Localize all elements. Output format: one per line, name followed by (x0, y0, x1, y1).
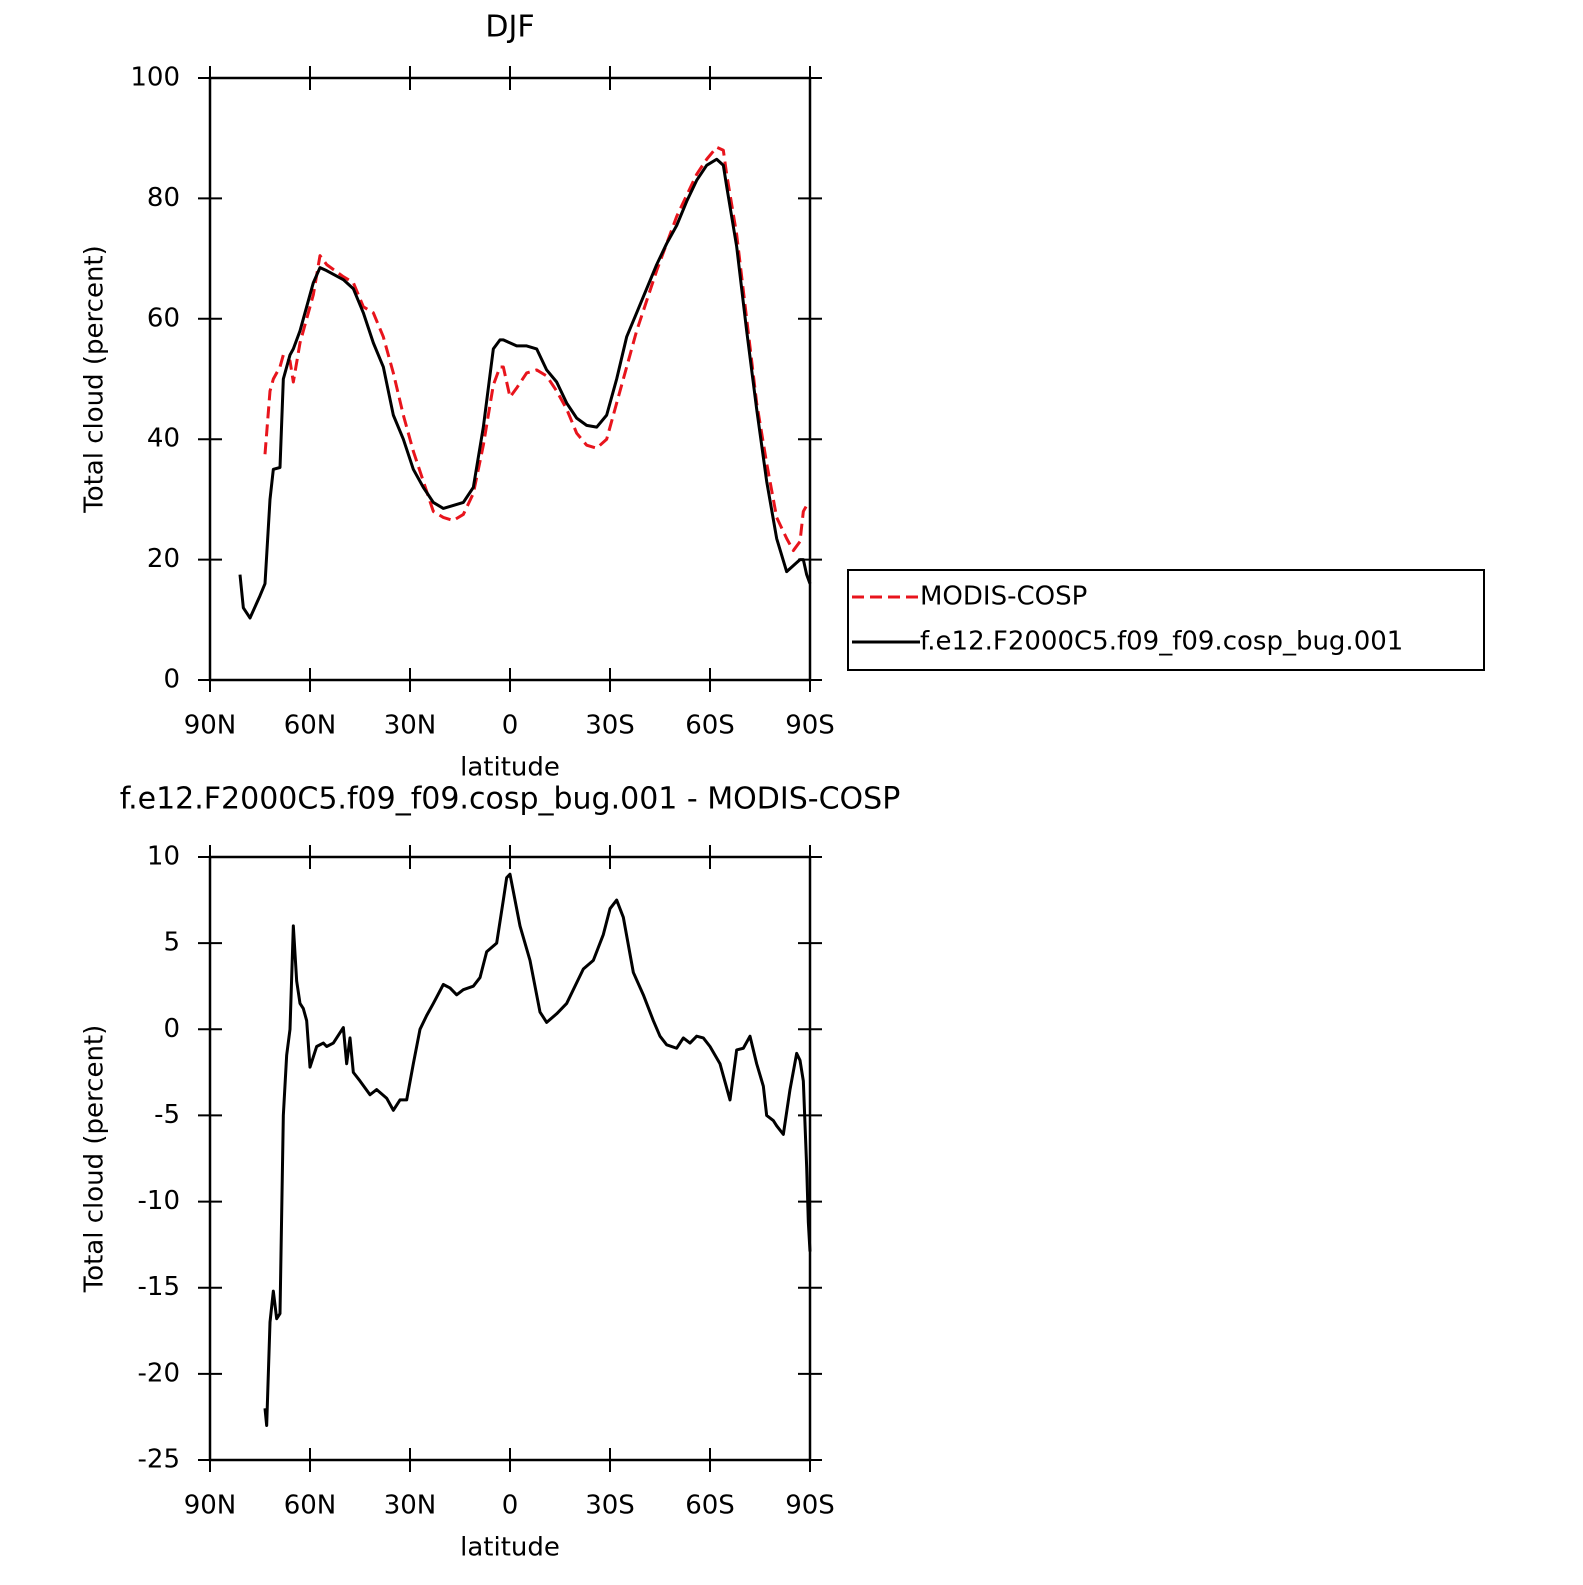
x-tick-label: 30S (585, 1491, 635, 1521)
plot-frame (208, 76, 812, 682)
data-line (238, 157, 812, 620)
x-tick-label: 30N (384, 711, 437, 741)
legend-label: f.e12.F2000C5.f09_f09.cosp_bug.001 (920, 627, 1403, 657)
y-axis-label: Total cloud (percent) (80, 1025, 110, 1294)
x-axis-label: latitude (460, 753, 560, 783)
x-tick-label: 90S (785, 1491, 835, 1521)
y-tick-label: 80 (147, 183, 180, 213)
y-tick-label: 40 (147, 424, 180, 454)
y-tick-label: 20 (147, 544, 180, 574)
y-tick-label: -15 (138, 1272, 180, 1302)
y-tick-label: -10 (138, 1186, 180, 1216)
y-tick-label: 5 (163, 928, 180, 958)
y-tick-label: -5 (154, 1100, 180, 1130)
x-axis-label: latitude (460, 1533, 560, 1563)
x-tick-label: 0 (502, 1491, 519, 1521)
data-line (263, 145, 810, 553)
x-tick-label: 60N (284, 1491, 337, 1521)
chart-title: f.e12.F2000C5.f09_f09.cosp_bug.001 - MOD… (120, 782, 901, 817)
x-tick-label: 90N (184, 711, 237, 741)
y-tick-label: 0 (163, 1014, 180, 1044)
y-tick-label: 100 (130, 63, 180, 93)
legend-box (847, 569, 1485, 671)
x-tick-label: 60N (284, 711, 337, 741)
chart-title: DJF (485, 10, 534, 45)
plot-frame (208, 855, 812, 1462)
y-axis-label: Total cloud (percent) (80, 245, 110, 514)
data-line (263, 872, 812, 1428)
y-tick-label: -25 (138, 1445, 180, 1475)
x-tick-label: 90S (785, 711, 835, 741)
x-tick-label: 60S (685, 711, 735, 741)
legend-label: MODIS-COSP (920, 582, 1087, 612)
x-tick-label: 30S (585, 711, 635, 741)
x-tick-label: 60S (685, 1491, 735, 1521)
y-tick-label: -20 (138, 1358, 180, 1388)
y-tick-label: 60 (147, 303, 180, 333)
x-tick-label: 0 (502, 711, 519, 741)
x-tick-label: 30N (384, 1491, 437, 1521)
y-tick-label: 10 (147, 842, 180, 872)
x-tick-label: 90N (184, 1491, 237, 1521)
y-tick-label: 0 (163, 665, 180, 695)
